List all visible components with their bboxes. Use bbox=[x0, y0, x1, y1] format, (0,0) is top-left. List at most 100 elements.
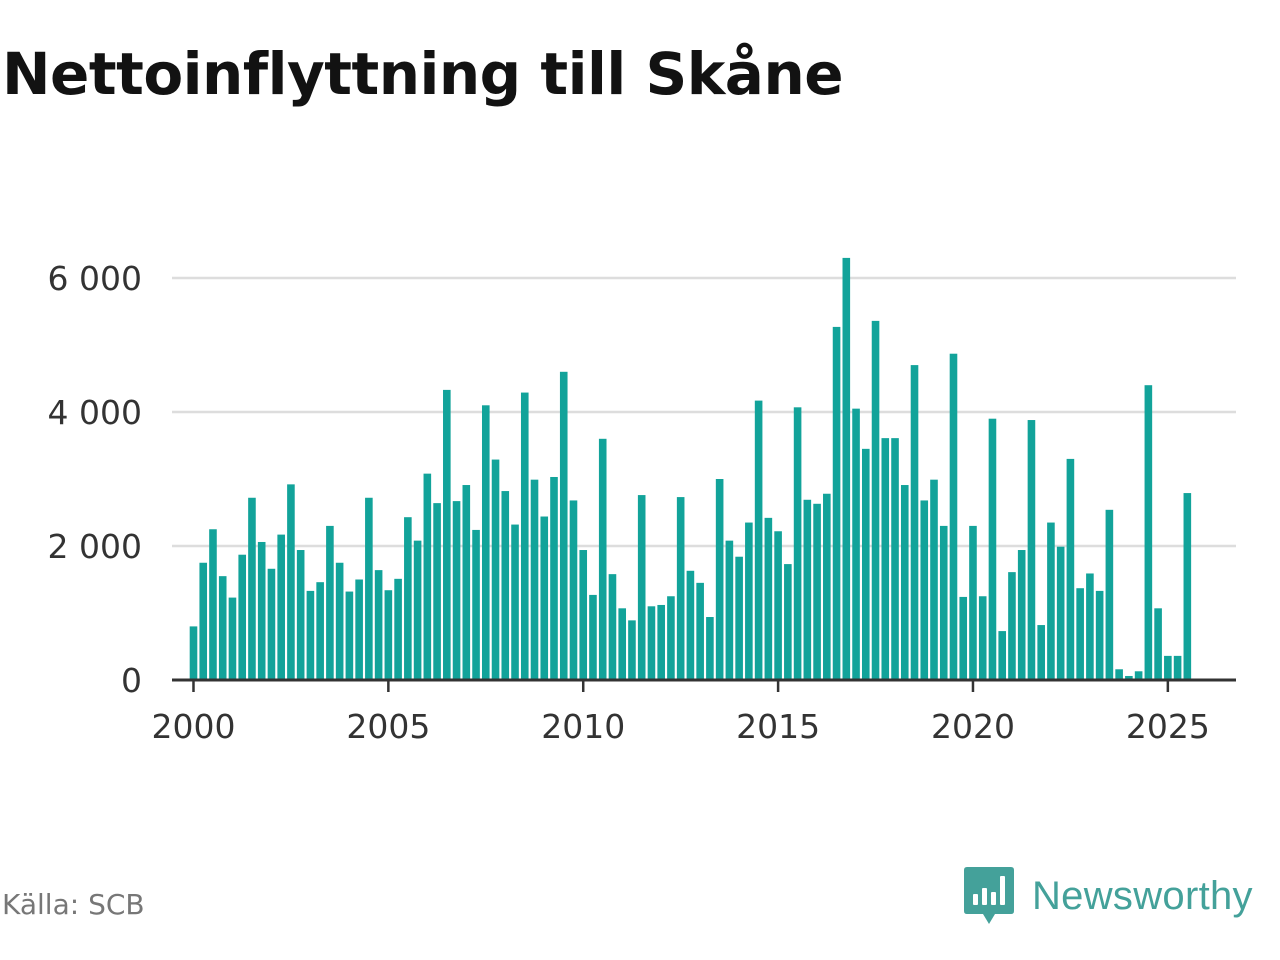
bar bbox=[306, 590, 315, 680]
bar bbox=[491, 459, 500, 680]
bar bbox=[715, 479, 724, 680]
bar bbox=[1095, 590, 1104, 680]
bar bbox=[754, 400, 763, 680]
bar bbox=[813, 503, 821, 680]
bar bbox=[735, 556, 743, 680]
bar bbox=[579, 550, 588, 680]
bar bbox=[1144, 385, 1153, 680]
bar bbox=[1017, 550, 1026, 680]
bar bbox=[228, 597, 237, 680]
bar bbox=[706, 617, 714, 680]
brand-name: Newsworthy bbox=[1032, 873, 1253, 918]
bar bbox=[433, 503, 441, 680]
bar bbox=[667, 596, 675, 680]
bar bbox=[1154, 608, 1162, 680]
bar bbox=[969, 525, 977, 680]
bar bbox=[238, 554, 247, 680]
bar bbox=[832, 326, 841, 680]
bar bbox=[949, 353, 958, 680]
x-tick-label: 2015 bbox=[736, 707, 820, 746]
bar bbox=[530, 479, 539, 680]
bar bbox=[686, 570, 695, 680]
bar bbox=[296, 550, 305, 680]
bar bbox=[501, 491, 510, 680]
bar bbox=[267, 568, 276, 680]
bar bbox=[559, 371, 568, 680]
bar bbox=[891, 438, 899, 680]
x-tick-label: 2025 bbox=[1126, 707, 1210, 746]
bar bbox=[511, 524, 519, 680]
source-note: Källa: SCB bbox=[2, 888, 145, 921]
bar bbox=[209, 529, 217, 680]
bar bbox=[520, 392, 529, 680]
bar bbox=[1115, 669, 1123, 680]
bar bbox=[1183, 493, 1192, 680]
bar bbox=[1037, 625, 1045, 680]
bar bbox=[1047, 522, 1055, 680]
bar bbox=[803, 499, 812, 680]
bar bbox=[345, 591, 354, 680]
bar bbox=[910, 365, 919, 680]
y-tick-label: 0 bbox=[121, 661, 142, 700]
bar bbox=[842, 257, 851, 680]
bar bbox=[355, 579, 363, 680]
bar bbox=[394, 578, 402, 680]
bar bbox=[930, 479, 938, 680]
bar bbox=[1076, 588, 1084, 680]
bar bbox=[1056, 546, 1065, 680]
newsworthy-logo-icon bbox=[964, 867, 1014, 924]
bar bbox=[472, 529, 480, 680]
bar bbox=[988, 418, 997, 680]
bar bbox=[589, 594, 597, 680]
bar bbox=[978, 596, 987, 680]
bar bbox=[696, 582, 704, 680]
bar bbox=[1086, 573, 1094, 680]
bar bbox=[384, 590, 393, 680]
newsworthy-brand: Newsworthy bbox=[964, 866, 1253, 926]
bar bbox=[189, 626, 198, 680]
bar bbox=[1134, 671, 1143, 680]
bar bbox=[423, 473, 432, 680]
bar bbox=[657, 604, 665, 680]
bar bbox=[959, 596, 968, 680]
x-tick-label: 2005 bbox=[346, 707, 430, 746]
bar bbox=[774, 531, 782, 680]
bar bbox=[861, 448, 870, 680]
bar bbox=[335, 562, 344, 680]
bar bbox=[326, 525, 334, 680]
x-tick-label: 2000 bbox=[151, 707, 235, 746]
bar bbox=[550, 476, 558, 680]
bar bbox=[900, 485, 909, 680]
bar bbox=[745, 522, 753, 680]
bar bbox=[1066, 458, 1075, 680]
bar bbox=[452, 501, 461, 680]
bar bbox=[1125, 675, 1133, 680]
bar bbox=[1105, 509, 1114, 680]
bar bbox=[199, 562, 208, 680]
bar bbox=[277, 534, 285, 680]
bar bbox=[793, 407, 802, 680]
bar bbox=[316, 582, 324, 680]
bars bbox=[189, 257, 1192, 680]
x-tick-label: 2010 bbox=[541, 707, 625, 746]
bar bbox=[598, 438, 607, 680]
bar bbox=[939, 525, 948, 680]
bar bbox=[1027, 420, 1036, 680]
bar bbox=[218, 576, 227, 680]
bar bbox=[725, 540, 734, 680]
bar bbox=[462, 485, 471, 680]
bar bbox=[404, 517, 412, 680]
bar bbox=[676, 497, 685, 680]
bar bbox=[998, 631, 1007, 680]
bar bbox=[784, 564, 792, 680]
y-tick-label: 2 000 bbox=[48, 527, 142, 566]
bar bbox=[920, 500, 929, 680]
bar bbox=[413, 540, 422, 680]
bar bbox=[637, 495, 646, 680]
bar bbox=[365, 497, 373, 680]
bar bbox=[852, 408, 860, 680]
y-tick-label: 4 000 bbox=[48, 393, 142, 432]
bar bbox=[481, 405, 490, 680]
bar bbox=[764, 517, 773, 680]
bar bbox=[569, 500, 578, 680]
